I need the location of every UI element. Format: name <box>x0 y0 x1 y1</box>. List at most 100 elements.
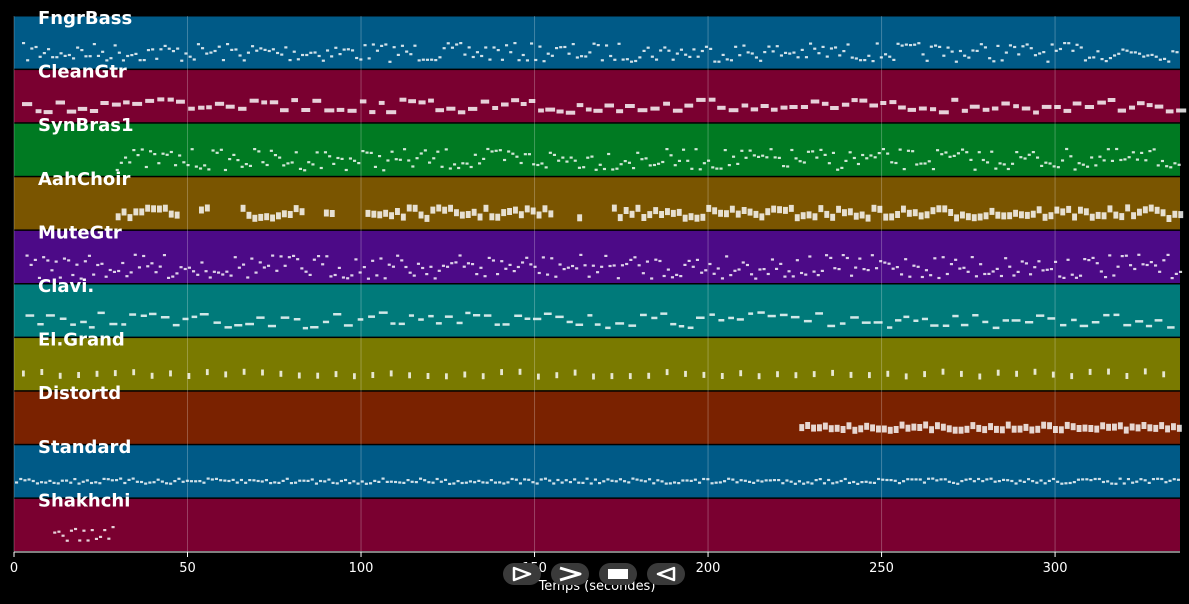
note <box>981 480 985 483</box>
note <box>31 479 35 483</box>
note <box>610 373 614 380</box>
note <box>889 100 897 105</box>
note <box>1060 208 1066 216</box>
note <box>336 107 345 112</box>
note <box>881 478 885 481</box>
note <box>817 424 822 432</box>
note <box>858 257 862 260</box>
note <box>999 426 1005 434</box>
note <box>767 314 776 318</box>
note <box>704 269 708 272</box>
note <box>1104 60 1108 63</box>
note <box>506 481 510 484</box>
stop-icon <box>608 569 628 579</box>
note <box>692 48 696 51</box>
note <box>135 480 139 483</box>
note <box>829 47 833 50</box>
note <box>175 272 179 275</box>
note <box>510 477 514 481</box>
note <box>1012 274 1016 277</box>
note <box>696 316 705 319</box>
note <box>836 205 841 213</box>
note <box>962 266 966 269</box>
note <box>475 273 479 276</box>
note <box>1139 478 1143 481</box>
note <box>1024 211 1030 219</box>
note <box>46 259 50 262</box>
stop-button[interactable] <box>599 563 637 585</box>
note <box>326 49 330 52</box>
note <box>770 258 774 261</box>
note <box>850 274 854 277</box>
note <box>804 56 808 59</box>
note <box>514 314 523 317</box>
note <box>920 275 924 279</box>
note <box>616 109 624 114</box>
note <box>1008 44 1012 47</box>
play-button[interactable] <box>503 563 541 585</box>
note <box>457 166 461 170</box>
note <box>1119 158 1123 162</box>
note <box>765 208 771 216</box>
note <box>1000 59 1004 62</box>
note <box>612 264 616 267</box>
note <box>438 56 442 59</box>
note <box>796 56 800 59</box>
note <box>678 325 685 328</box>
note <box>288 59 292 62</box>
note <box>702 371 706 378</box>
back-button[interactable] <box>647 563 685 585</box>
note <box>412 274 416 277</box>
note <box>33 258 37 261</box>
note <box>477 213 483 221</box>
note <box>1149 261 1153 264</box>
note <box>94 537 98 540</box>
note <box>760 480 764 483</box>
note <box>608 264 612 268</box>
note <box>1029 47 1033 50</box>
note <box>257 150 261 153</box>
note <box>1041 104 1052 109</box>
note <box>1079 274 1083 277</box>
note <box>627 161 631 164</box>
note <box>938 45 942 48</box>
note <box>113 370 117 377</box>
note <box>858 425 864 433</box>
note <box>379 257 383 260</box>
note <box>648 164 652 167</box>
note <box>971 214 977 222</box>
note <box>831 151 835 154</box>
note <box>991 270 995 273</box>
note <box>471 263 475 266</box>
note <box>859 98 868 103</box>
note <box>248 479 252 482</box>
note <box>949 263 953 266</box>
note <box>594 168 598 171</box>
note <box>165 482 169 485</box>
note <box>419 477 423 480</box>
note <box>189 480 193 483</box>
note <box>651 316 658 320</box>
note <box>1107 205 1113 213</box>
note <box>861 153 865 157</box>
note <box>911 423 917 431</box>
note <box>196 273 200 276</box>
note <box>800 48 804 51</box>
note <box>346 277 350 280</box>
note <box>716 267 720 270</box>
note <box>225 104 235 109</box>
note <box>906 478 910 481</box>
note <box>145 204 151 212</box>
note <box>1033 54 1037 57</box>
note <box>428 314 434 318</box>
note <box>263 48 267 51</box>
forward-button[interactable] <box>551 563 589 585</box>
note <box>313 51 317 54</box>
note <box>827 478 831 482</box>
note <box>347 108 357 113</box>
note <box>283 264 287 267</box>
note <box>1135 480 1139 483</box>
note <box>87 254 91 257</box>
note <box>1093 477 1097 481</box>
note <box>897 482 901 485</box>
